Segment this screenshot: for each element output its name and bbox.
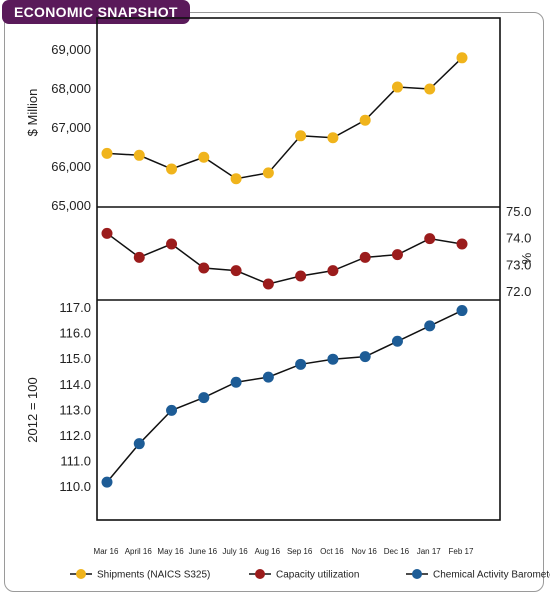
data-point-shipments-4 — [230, 173, 242, 185]
data-point-cab-0 — [101, 476, 113, 488]
y-tick-label: 110.0 — [59, 479, 91, 494]
y-axis-label: 2012 = 100 — [25, 377, 40, 442]
data-point-shipments-3 — [198, 151, 210, 163]
y-tick-label: 66,000 — [51, 159, 91, 174]
data-point-shipments-11 — [456, 52, 468, 64]
x-tick-label: Oct 16 — [320, 547, 344, 556]
data-point-capacity-2 — [166, 238, 178, 250]
y-tick-label: 111.0 — [60, 454, 91, 469]
data-point-capacity-7 — [327, 265, 339, 277]
y-tick-label: 75.0 — [506, 204, 531, 219]
y-tick-label: 73.0 — [506, 257, 531, 272]
data-point-capacity-1 — [133, 251, 145, 263]
legend-label-cab: Chemical Activity Barometer — [433, 570, 550, 581]
data-point-shipments-8 — [359, 114, 371, 126]
y-tick-label: 69,000 — [51, 42, 91, 57]
data-point-cab-7 — [327, 353, 339, 365]
data-point-shipments-1 — [133, 149, 145, 161]
data-point-capacity-10 — [424, 233, 436, 245]
series-line-capacity — [106, 232, 463, 285]
y-tick-label: 68,000 — [51, 81, 91, 96]
data-point-shipments-9 — [391, 81, 403, 93]
y-tick-label: 114.0 — [59, 377, 91, 392]
data-point-cab-10 — [424, 320, 436, 332]
chart-card — [4, 12, 544, 592]
data-point-shipments-10 — [424, 83, 436, 95]
legend-label-capacity: Capacity utilization — [276, 570, 359, 581]
data-point-capacity-6 — [295, 270, 307, 282]
data-point-cab-11 — [456, 305, 468, 317]
data-point-shipments-5 — [262, 167, 274, 179]
x-tick-label: July 16 — [222, 547, 248, 556]
data-point-cab-4 — [230, 376, 242, 388]
data-point-capacity-9 — [391, 249, 403, 261]
data-point-cab-3 — [198, 392, 210, 404]
x-tick-label: Feb 17 — [449, 547, 474, 556]
data-point-shipments-6 — [295, 130, 307, 142]
y-tick-label: 115.0 — [59, 351, 91, 366]
data-point-cab-5 — [262, 371, 274, 383]
data-point-cab-2 — [166, 404, 178, 416]
y-tick-label: 117.0 — [59, 300, 91, 315]
legend-label-shipments: Shipments (NAICS S325) — [97, 570, 210, 581]
section-badge: ECONOMIC SNAPSHOT — [2, 0, 190, 24]
series-line-cab — [106, 309, 463, 483]
data-point-cab-9 — [391, 335, 403, 347]
x-tick-label: Nov 16 — [352, 547, 378, 556]
data-point-capacity-5 — [262, 278, 274, 290]
data-point-cab-1 — [133, 438, 145, 450]
legend-marker-capacity — [255, 569, 265, 579]
data-point-capacity-4 — [230, 265, 242, 277]
data-point-capacity-11 — [456, 238, 468, 250]
data-point-shipments-0 — [101, 147, 113, 159]
data-point-shipments-2 — [166, 163, 178, 175]
y-tick-label: 72.0 — [506, 284, 531, 299]
y-tick-label: 116.0 — [59, 326, 91, 341]
x-tick-label: June 16 — [189, 547, 218, 556]
data-point-cab-6 — [295, 358, 307, 370]
y-axis-label: % — [519, 253, 534, 265]
x-tick-label: April 16 — [125, 547, 153, 556]
x-tick-label: Jan 17 — [417, 547, 442, 556]
x-tick-label: Sep 16 — [287, 547, 313, 556]
data-point-capacity-3 — [198, 262, 210, 274]
y-axis-label: $ Million — [25, 89, 40, 137]
y-tick-label: 74.0 — [506, 231, 531, 246]
data-point-capacity-8 — [359, 251, 371, 263]
y-tick-label: 67,000 — [51, 120, 91, 135]
data-point-shipments-7 — [327, 132, 339, 144]
x-tick-label: May 16 — [157, 547, 184, 556]
y-tick-label: 65,000 — [51, 198, 91, 213]
x-tick-label: Mar 16 — [94, 547, 119, 556]
x-tick-label: Aug 16 — [255, 547, 281, 556]
plot-frame — [96, 17, 501, 521]
data-point-capacity-0 — [101, 227, 113, 239]
series-line-shipments — [106, 57, 463, 180]
y-tick-label: 113.0 — [59, 402, 91, 417]
y-tick-label: 112.0 — [59, 428, 91, 443]
data-point-cab-8 — [359, 351, 371, 363]
legend-marker-cab — [412, 569, 422, 579]
legend-marker-shipments — [76, 569, 86, 579]
x-tick-label: Dec 16 — [384, 547, 410, 556]
